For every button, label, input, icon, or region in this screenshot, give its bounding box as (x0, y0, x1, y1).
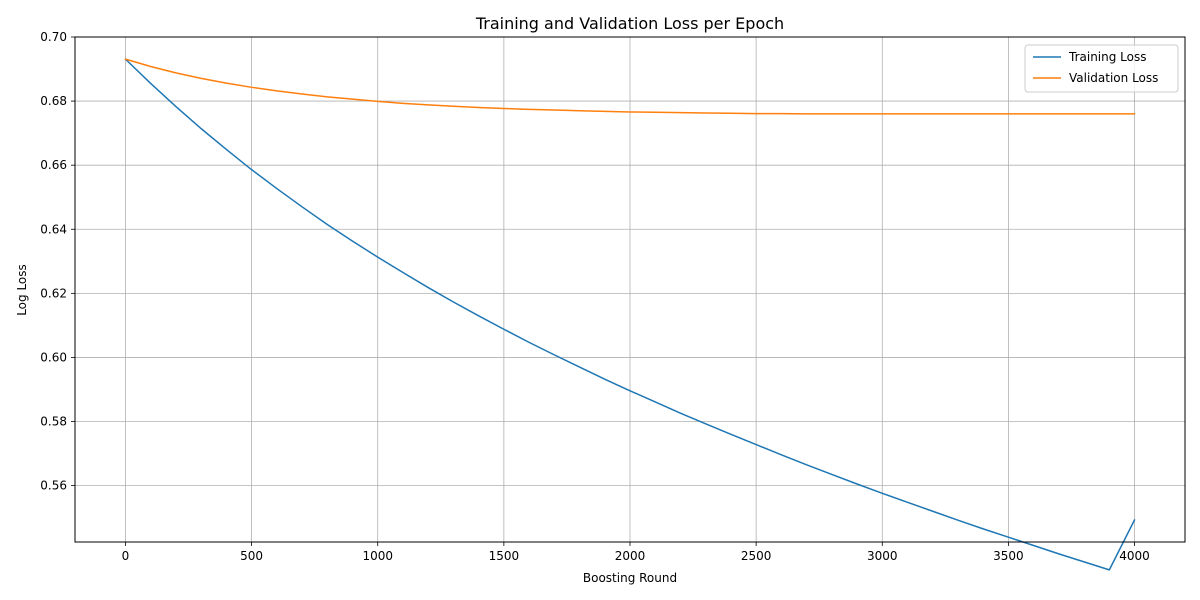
legend-box (1024, 44, 1179, 93)
x-tick-label: 3500 (993, 549, 1024, 563)
y-axis-label: Log Loss (15, 264, 29, 316)
x-axis-label: Boosting Round (583, 571, 677, 585)
legend-label-training: Training Loss (1068, 50, 1146, 64)
x-tick-label: 4000 (1119, 549, 1150, 563)
y-tick-label: 0.60 (40, 350, 67, 364)
y-tick-label: 0.66 (40, 158, 67, 172)
y-tick-label: 0.68 (40, 94, 67, 108)
validation-loss-line (124, 58, 1136, 115)
y-tick-label: 0.62 (40, 286, 67, 300)
training-loss-line (124, 58, 1136, 571)
y-tick-label: 0.70 (40, 30, 67, 44)
x-tick-label: 0 (122, 549, 130, 563)
x-tick-label: 3000 (867, 549, 898, 563)
chart-title: Training and Validation Loss per Epoch (475, 14, 784, 33)
y-tick-label: 0.56 (40, 479, 67, 493)
x-tick-label: 2000 (615, 549, 646, 563)
x-axis-ticks: 0 500 1000 1500 2000 2500 3000 3500 4000 (122, 542, 1150, 563)
y-tick-label: 0.64 (40, 222, 67, 236)
x-tick-label: 2500 (741, 549, 772, 563)
x-tick-label: 500 (240, 549, 263, 563)
x-tick-label: 1000 (362, 549, 393, 563)
legend-label-validation: Validation Loss (1069, 71, 1158, 85)
series-layer (124, 58, 1136, 571)
y-tick-label: 0.58 (40, 415, 67, 429)
y-axis-ticks: 0.56 0.58 0.60 0.62 0.64 0.66 0.68 0.70 (40, 30, 75, 493)
legend: Training Loss Validation Loss (1024, 44, 1179, 93)
x-tick-label: 1500 (489, 549, 520, 563)
